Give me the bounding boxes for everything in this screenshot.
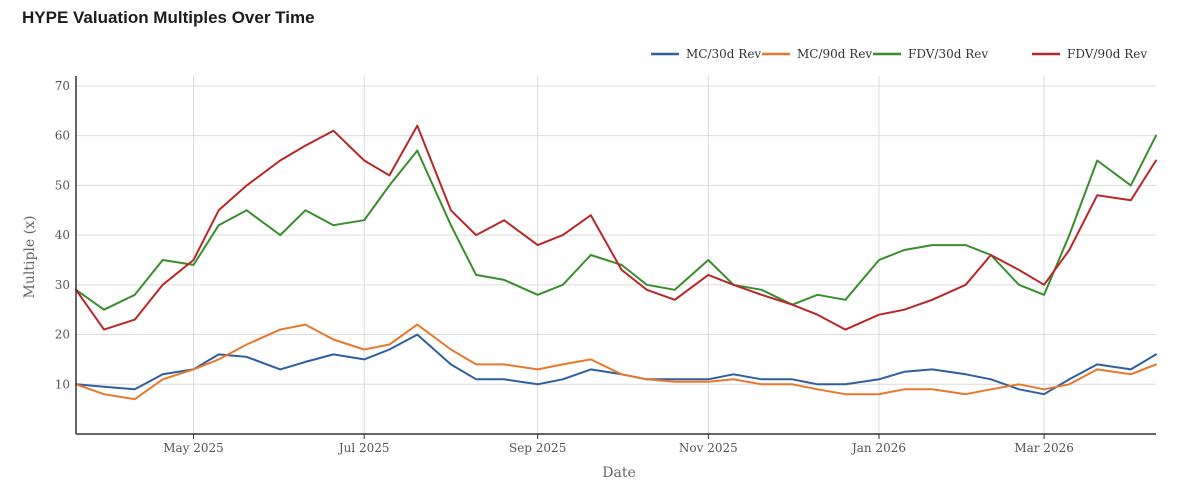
axes <box>75 76 1156 439</box>
series-line-mc-90d-rev <box>75 323 1157 401</box>
series-line-fdv-90d-rev <box>75 124 1157 331</box>
x-tick-label: Sep 2025 <box>509 441 566 455</box>
x-tick-label: May 2025 <box>163 441 224 455</box>
y-tick-label: 60 <box>55 129 70 143</box>
gridlines <box>76 76 1156 434</box>
chart-title: HYPE Valuation Multiples Over Time <box>22 8 315 27</box>
tick-labels: 10 20 30 40 50 60 70 May 2025 Jul 2025 Sep 2025 No… <box>55 79 1074 455</box>
y-tick-label: 40 <box>55 228 70 242</box>
y-tick-label: 30 <box>55 278 70 292</box>
y-axis-label: Multiple (x) <box>22 216 38 299</box>
legend-label-fdv-30d-rev: FDV/30d Rev <box>908 47 988 61</box>
y-tick-label: 70 <box>55 79 70 93</box>
series-lines <box>75 124 1157 401</box>
y-tick-label: 20 <box>55 328 70 342</box>
x-tick-label: Jul 2025 <box>337 441 390 455</box>
y-tick-label: 10 <box>55 377 70 391</box>
x-tick-label: Jan 2026 <box>850 441 906 455</box>
legend-label-mc-30d-rev: MC/30d Rev <box>686 47 761 61</box>
legend: MC/30d Rev MC/90d Rev FDV/30d Rev FDV/90d R… <box>651 47 1147 61</box>
legend-label-mc-90d-rev: MC/90d Rev <box>797 47 872 61</box>
legend-label-fdv-90d-rev: FDV/90d Rev <box>1067 47 1147 61</box>
x-tick-label: Mar 2026 <box>1014 441 1074 455</box>
series-line-fdv-30d-rev <box>75 134 1157 311</box>
y-tick-label: 50 <box>55 178 70 192</box>
x-axis-label: Date <box>602 465 635 481</box>
series-line-mc-30d-rev <box>75 333 1157 396</box>
x-tick-label: Nov 2025 <box>679 441 738 455</box>
